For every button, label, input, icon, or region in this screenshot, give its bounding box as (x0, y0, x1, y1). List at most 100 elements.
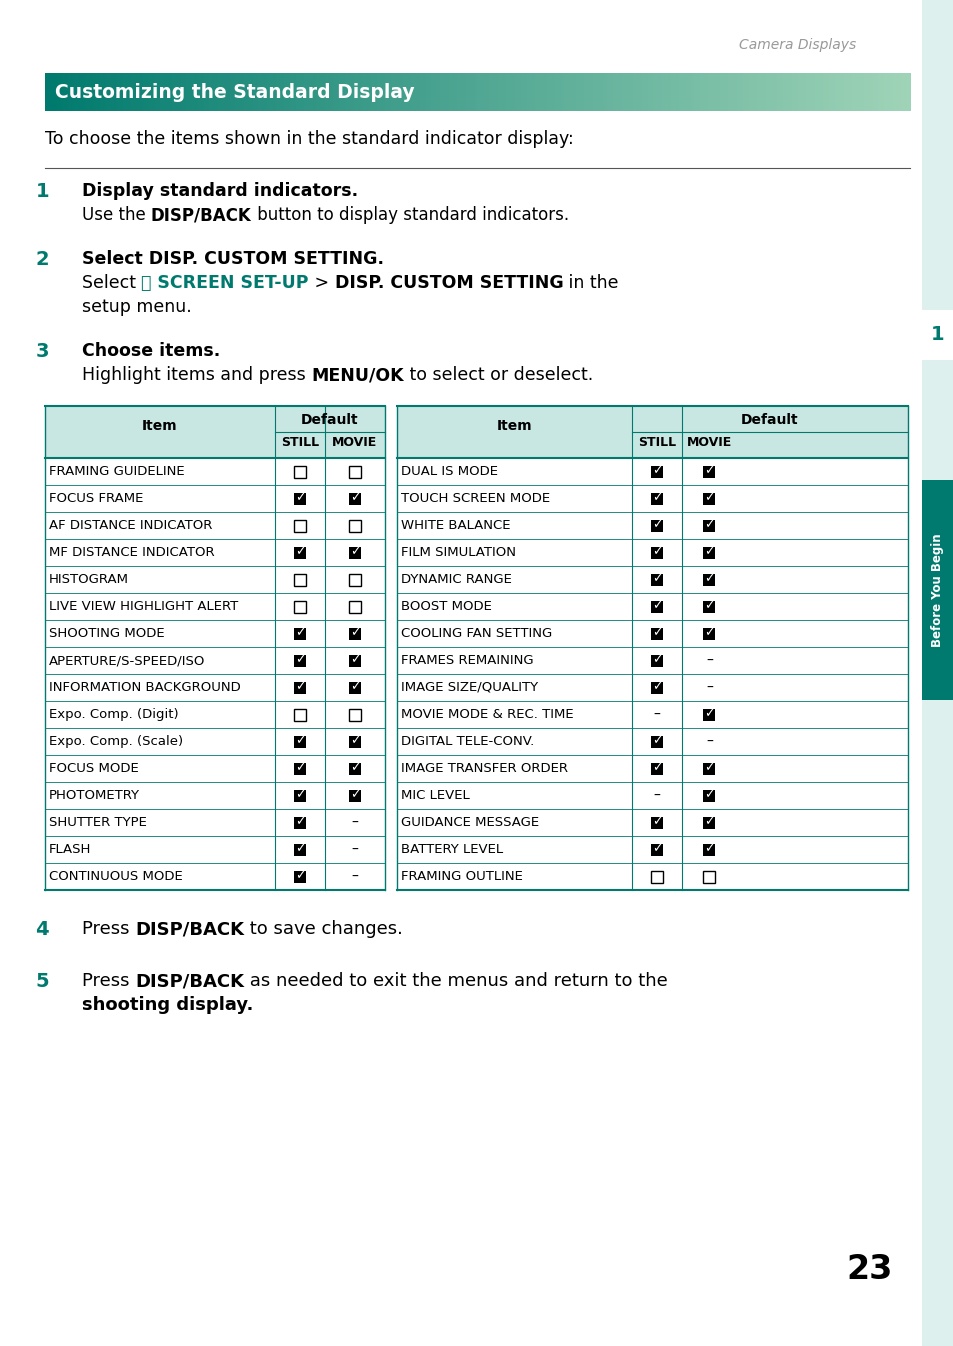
Bar (100, 73, 104, 110)
Text: Use the: Use the (82, 206, 151, 223)
Bar (580, 73, 584, 110)
Bar (247, 73, 251, 110)
Bar (702, 762, 715, 774)
Bar (555, 73, 558, 110)
Text: ✓: ✓ (651, 464, 661, 478)
Bar (702, 871, 715, 883)
Bar (212, 73, 216, 110)
Bar (549, 73, 553, 110)
Bar (68, 73, 71, 110)
Bar (416, 73, 420, 110)
Text: FRAMING GUIDELINE: FRAMING GUIDELINE (49, 464, 185, 478)
Bar (901, 73, 904, 110)
Bar (132, 73, 135, 110)
Bar (294, 681, 306, 693)
Bar (627, 73, 631, 110)
Bar (921, 481, 953, 700)
Bar (650, 520, 662, 532)
Bar (180, 73, 184, 110)
Bar (633, 73, 637, 110)
Bar (218, 73, 222, 110)
Text: STILL: STILL (638, 436, 676, 448)
Text: to select or deselect.: to select or deselect. (403, 366, 593, 384)
Text: ✓: ✓ (294, 735, 305, 747)
Bar (123, 73, 127, 110)
Bar (881, 73, 884, 110)
Bar (721, 73, 725, 110)
Bar (842, 73, 846, 110)
Bar (140, 73, 144, 110)
Bar (616, 73, 619, 110)
Bar (290, 73, 294, 110)
Text: 3: 3 (35, 342, 49, 361)
Bar (330, 73, 334, 110)
Bar (255, 73, 259, 110)
Text: BOOST MODE: BOOST MODE (400, 600, 492, 612)
Bar (650, 762, 662, 774)
Bar (667, 73, 671, 110)
Text: Choose items.: Choose items. (82, 342, 220, 359)
Bar (294, 708, 306, 720)
Bar (702, 466, 715, 478)
Bar (349, 573, 360, 586)
Bar (91, 73, 95, 110)
Bar (166, 73, 170, 110)
Bar (51, 73, 54, 110)
Text: –: – (705, 681, 712, 695)
Bar (704, 73, 708, 110)
Bar (757, 73, 760, 110)
Text: 23: 23 (846, 1253, 892, 1285)
Text: ✓: ✓ (294, 789, 305, 801)
Bar (349, 466, 360, 478)
Bar (348, 73, 352, 110)
Text: SHOOTING MODE: SHOOTING MODE (49, 627, 165, 639)
Text: BATTERY LEVEL: BATTERY LEVEL (400, 843, 502, 856)
Bar (679, 73, 682, 110)
Bar (241, 73, 245, 110)
Bar (396, 73, 400, 110)
Bar (439, 73, 443, 110)
Bar (327, 73, 331, 110)
Bar (349, 600, 360, 612)
Bar (572, 73, 576, 110)
Bar (600, 73, 605, 110)
Bar (169, 73, 172, 110)
Bar (566, 73, 570, 110)
Text: setup menu.: setup menu. (82, 297, 192, 316)
Text: HISTOGRAM: HISTOGRAM (49, 573, 129, 586)
Text: in the: in the (563, 275, 618, 292)
Text: MOVIE: MOVIE (332, 436, 377, 448)
Bar (647, 73, 651, 110)
Bar (192, 73, 195, 110)
Bar (831, 73, 835, 110)
Bar (650, 493, 662, 505)
Bar (560, 73, 564, 110)
Text: FILM SIMULATION: FILM SIMULATION (400, 546, 516, 559)
Bar (454, 73, 457, 110)
Text: button to display standard indicators.: button to display standard indicators. (252, 206, 568, 223)
Bar (45, 406, 385, 458)
Bar (788, 73, 792, 110)
Text: shooting display.: shooting display. (82, 996, 253, 1014)
Bar (73, 73, 77, 110)
Bar (883, 73, 887, 110)
Text: ✓: ✓ (294, 626, 305, 639)
Bar (200, 73, 204, 110)
Text: –: – (352, 816, 358, 829)
Bar (294, 654, 306, 666)
Bar (349, 654, 360, 666)
Text: PHOTOMETRY: PHOTOMETRY (49, 789, 140, 802)
Bar (294, 573, 306, 586)
Bar (650, 573, 662, 586)
Text: ✓: ✓ (294, 681, 305, 693)
Bar (436, 73, 440, 110)
Bar (791, 73, 795, 110)
Bar (489, 73, 493, 110)
Bar (307, 73, 311, 110)
Bar (797, 73, 801, 110)
Bar (774, 73, 778, 110)
Text: Before You Begin: Before You Begin (930, 533, 943, 647)
Bar (106, 73, 110, 110)
Bar (287, 73, 291, 110)
Bar (730, 73, 735, 110)
